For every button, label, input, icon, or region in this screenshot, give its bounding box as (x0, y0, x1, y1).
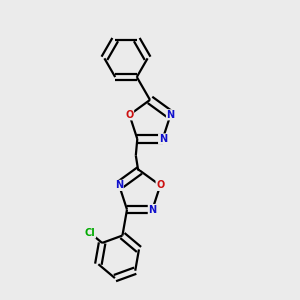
Text: N: N (159, 134, 167, 144)
Text: Cl: Cl (85, 228, 96, 238)
Text: N: N (167, 110, 175, 120)
Text: N: N (115, 180, 123, 190)
Text: O: O (156, 180, 164, 190)
Text: O: O (125, 110, 134, 120)
Text: N: N (148, 205, 157, 214)
